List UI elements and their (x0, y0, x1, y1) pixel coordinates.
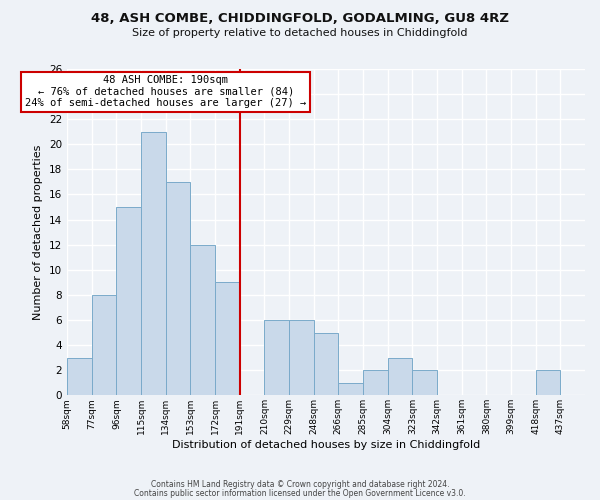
Bar (388, 358, 412, 396)
Bar (141, 132, 166, 396)
Bar (536, 370, 560, 396)
Text: Size of property relative to detached houses in Chiddingfold: Size of property relative to detached ho… (132, 28, 468, 38)
Text: Contains HM Land Registry data © Crown copyright and database right 2024.: Contains HM Land Registry data © Crown c… (151, 480, 449, 489)
Bar (116, 207, 141, 396)
Bar (166, 182, 190, 396)
Bar (363, 370, 388, 396)
Text: 48, ASH COMBE, CHIDDINGFOLD, GODALMING, GU8 4RZ: 48, ASH COMBE, CHIDDINGFOLD, GODALMING, … (91, 12, 509, 26)
Bar (265, 320, 289, 396)
Bar (338, 382, 363, 396)
Y-axis label: Number of detached properties: Number of detached properties (34, 144, 43, 320)
Text: Contains public sector information licensed under the Open Government Licence v3: Contains public sector information licen… (134, 488, 466, 498)
Bar (67, 358, 92, 396)
Text: 48 ASH COMBE: 190sqm
← 76% of detached houses are smaller (84)
24% of semi-detac: 48 ASH COMBE: 190sqm ← 76% of detached h… (25, 76, 307, 108)
X-axis label: Distribution of detached houses by size in Chiddingfold: Distribution of detached houses by size … (172, 440, 480, 450)
Bar (92, 295, 116, 396)
Bar (190, 244, 215, 396)
Bar (289, 320, 314, 396)
Bar (412, 370, 437, 396)
Bar (215, 282, 240, 396)
Bar (314, 332, 338, 396)
